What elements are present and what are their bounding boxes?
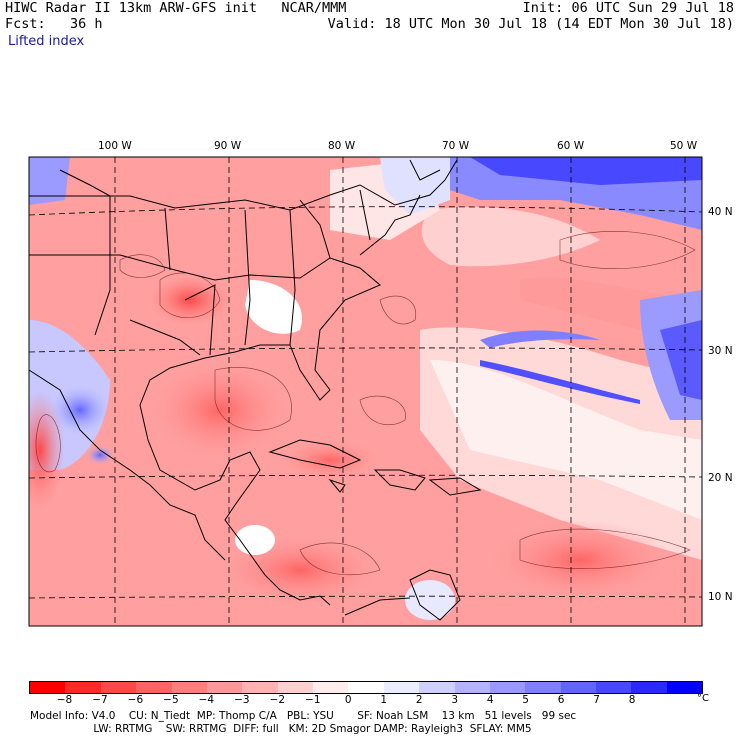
lon-label: 60 W [557, 140, 585, 152]
colorbar-tick-label: 5 [522, 694, 529, 706]
colorbar-tick-label: −6 [127, 694, 144, 706]
colorbar-swatch [560, 682, 596, 693]
lon-label: 100 W [98, 140, 132, 152]
time-block: Init: 06 UTC Sun 29 Jul 18 Valid: 18 UTC… [328, 0, 734, 32]
title-block: HIWC Radar II 13km ARW-GFS init NCAR/MMM… [5, 0, 346, 32]
colorbar-swatch [313, 682, 349, 693]
colorbar-tick-label: 1 [380, 694, 388, 706]
colorbar-unit: °C [697, 693, 709, 704]
colorbar-swatch [30, 682, 66, 693]
model-info-line2: LW: RRTMG SW: RRTMG DIFF: full KM: 2D Sm… [30, 723, 532, 735]
colorbar-swatch [383, 682, 420, 693]
colorbar-tick-label: −3 [234, 694, 250, 706]
coastlines [28, 159, 482, 621]
colorbar-swatch [419, 682, 455, 693]
colorbar-swatch [489, 682, 526, 693]
map-frame [28, 156, 703, 627]
lat-label: 10 N [708, 591, 733, 603]
colorbar-tick-label: −2 [269, 694, 286, 706]
colorbar-tick-label: 7 [593, 694, 600, 706]
colorbar-swatch [666, 682, 703, 693]
colorbar-tick-label: −4 [198, 694, 215, 706]
colorbar-swatch [596, 682, 632, 693]
colorbar-tick-label: −7 [92, 694, 108, 706]
colorbar-swatch [348, 682, 384, 693]
colorbar-swatch [277, 682, 313, 693]
lat-label: 40 N [708, 206, 733, 218]
lon-label: 80 W [328, 140, 356, 152]
lat-label: 20 N [708, 472, 733, 484]
colorbar-swatch [136, 682, 172, 693]
lifted-index-map [28, 156, 703, 627]
colorbar-tick-label: −8 [56, 694, 73, 706]
colorbar-tick-label: 0 [344, 694, 352, 706]
colorbar [29, 681, 703, 694]
forecast-hour: Fcst: 36 h [5, 16, 103, 32]
colorbar-swatch [206, 682, 243, 693]
init-time: Init: 06 UTC Sun 29 Jul 18 [522, 0, 734, 16]
colorbar-swatch [454, 682, 490, 693]
colorbar-tick-label: −5 [163, 694, 179, 706]
model-title: HIWC Radar II 13km ARW-GFS init NCAR/MMM [5, 0, 347, 16]
colorbar-tick-label: 2 [415, 694, 423, 706]
colorbar-swatch [631, 682, 667, 693]
colorbar-swatch [65, 682, 101, 693]
colorbar-swatch [525, 682, 561, 693]
colorbar-tick-label: 6 [557, 694, 565, 706]
field-name: Lifted index [8, 34, 85, 49]
valid-time: Valid: 18 UTC Mon 30 Jul 18 (14 EDT Mon … [327, 16, 734, 32]
colorbar-swatch [100, 682, 137, 693]
colorbar-tick-label: 8 [628, 694, 636, 706]
model-info-line1: Model Info: V4.0 CU: N_Tiedt MP: Thomp C… [30, 710, 577, 722]
field-shading [29, 157, 702, 626]
colorbar-tick-label: 4 [486, 694, 494, 706]
colorbar-tick-label: 3 [451, 694, 459, 706]
lon-label: 90 W [214, 140, 242, 152]
colorbar-swatch [171, 682, 207, 693]
lon-label: 50 W [670, 140, 698, 152]
colorbar-tick-label: −1 [305, 694, 321, 706]
lon-label: 70 W [442, 140, 470, 152]
colorbar-swatch [242, 682, 278, 693]
lat-label: 30 N [708, 345, 733, 357]
